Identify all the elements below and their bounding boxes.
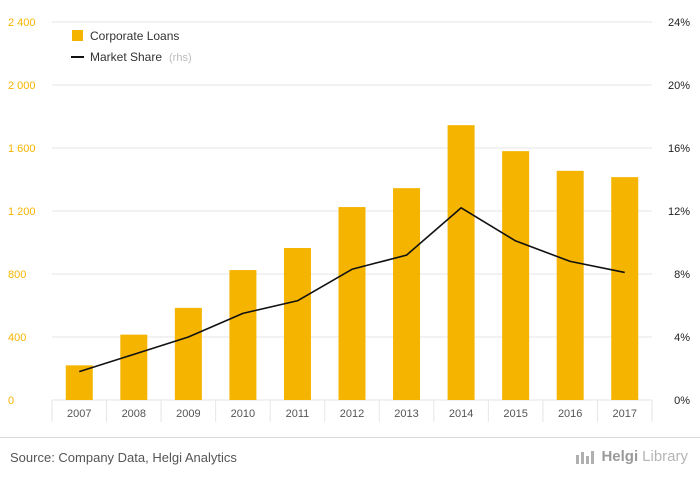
left-axis-tick-label: 400 xyxy=(8,332,26,344)
right-axis-tick-label: 24% xyxy=(668,17,690,29)
bar-corporate-loans xyxy=(65,365,93,400)
brand-name-part2: Library xyxy=(642,448,688,465)
bar-corporate-loans xyxy=(283,248,311,400)
right-axis-tick-label: 4% xyxy=(674,332,690,344)
chart-svg: 0 0% 400 4% 800 8% 1 200 12% 1 600 16% 2 000 20% 2 4… xyxy=(8,17,690,422)
right-axis-tick-label: 20% xyxy=(668,80,690,92)
x-axis-tick-label: 2008 xyxy=(122,408,146,420)
x-axis-tick-label: 2007 xyxy=(67,408,91,420)
x-axis-tick-label: 2013 xyxy=(394,408,418,420)
source-text: Source: Company Data, Helgi Analytics xyxy=(10,450,237,465)
bar-corporate-loans xyxy=(447,125,475,400)
bar-corporate-loans xyxy=(338,207,366,400)
x-axis-tick-label: 2017 xyxy=(612,408,636,420)
left-axis-tick-label: 1 200 xyxy=(8,206,36,218)
legend-label-corporate-loans: Corporate Loans xyxy=(90,29,179,43)
brand-name-part1: Helgi xyxy=(601,448,639,465)
x-axis-tick-label: 2011 xyxy=(286,408,310,420)
x-axis-tick-label: 2012 xyxy=(340,408,364,420)
bar-corporate-loans xyxy=(393,188,421,400)
left-axis-tick-label: 800 xyxy=(8,269,26,281)
x-axis-tick-label: 2014 xyxy=(449,408,473,420)
bar-corporate-loans xyxy=(120,334,148,400)
right-axis-tick-label: 8% xyxy=(674,269,690,281)
left-axis-tick-label: 1 600 xyxy=(8,143,36,155)
left-axis-tick-label: 0 xyxy=(8,395,14,407)
bar-corporate-loans xyxy=(556,170,584,400)
x-axis-tick-label: 2010 xyxy=(231,408,255,420)
right-axis-tick-label: 0% xyxy=(674,395,690,407)
legend-label-rhs-suffix: (rhs) xyxy=(169,52,192,64)
brand-logo: Helgi Library xyxy=(575,448,688,465)
right-axis-tick-label: 16% xyxy=(668,143,690,155)
x-axis-tick-label: 2009 xyxy=(176,408,200,420)
bar-corporate-loans xyxy=(502,151,530,400)
bar-corporate-loans xyxy=(229,270,257,400)
right-axis-tick-label: 12% xyxy=(668,206,690,218)
bar-corporate-loans xyxy=(611,177,639,400)
x-axis-tick-label: 2016 xyxy=(558,408,582,420)
left-axis-tick-label: 2 400 xyxy=(8,17,36,29)
left-axis-tick-label: 2 000 xyxy=(8,80,36,92)
x-axis-tick-label: 2015 xyxy=(503,408,527,420)
bar-corporate-loans xyxy=(174,307,202,400)
legend-label-market-share: Market Share xyxy=(90,50,162,64)
library-icon xyxy=(576,450,595,464)
legend-swatch-corporate-loans xyxy=(72,30,83,41)
footer-divider xyxy=(0,437,700,438)
